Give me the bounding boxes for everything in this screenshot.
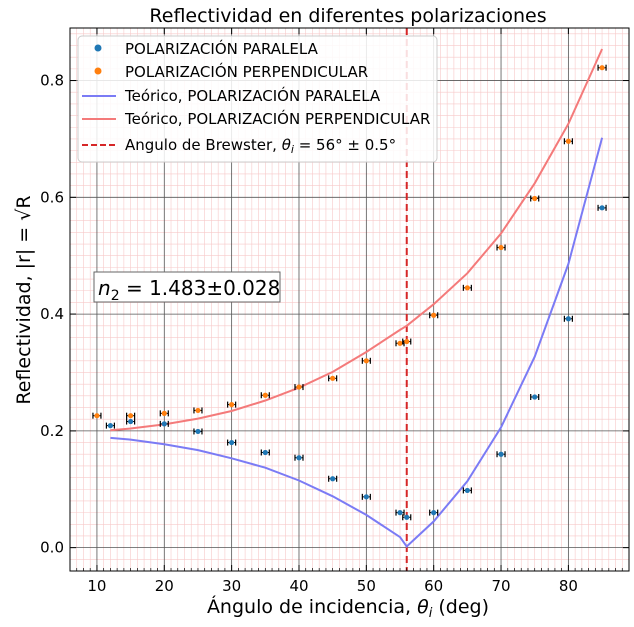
y-tick-label: 0.8 [40,72,64,90]
x-tick-label: 20 [155,577,174,595]
tick-labels: 10 20 30 40 50 60 70 80 0.0 0.2 0.4 0.6 0.8 [40,72,578,595]
data-point-parallel [565,316,571,322]
data-point-perpendicular [296,384,302,390]
x-tick-label: 30 [222,577,241,595]
data-point-parallel [532,394,538,400]
theory-line-parallel [110,137,604,549]
n2-symbol: n [98,276,111,300]
data-point-perpendicular [599,65,605,71]
data-point-parallel [431,510,437,516]
legend-box [77,35,438,163]
plot-frame [69,27,630,572]
data-point-parallel [404,514,410,520]
n2-annotation-text: n2 = 1.483±0.028 [98,276,280,304]
legend-brewster-value: = 56° ± 0.5° [294,136,396,154]
x-tick-label: 80 [559,577,578,595]
data-point-perpendicular [262,392,268,398]
data-point-perpendicular [431,312,437,318]
x-axis-label: Ángulo de incidencia, θi (deg) [207,595,489,621]
data-point-parallel [107,423,114,429]
data-point-parallel [397,510,403,516]
data-point-parallel [161,421,167,427]
data-point-perpendicular [229,401,235,408]
data-point-parallel [229,439,235,446]
data-point-perpendicular [330,375,336,381]
data-point-perpendicular [128,413,134,419]
data-point-parallel [296,455,302,461]
data-point-parallel [262,449,268,456]
data-point-perpendicular [532,195,538,202]
chart-title: Reflectividad en diferentes polarizacion… [149,5,546,27]
legend-label-theory-perpendicular: Teórico, POLARIZACIÓN PERPENDICULAR [124,109,430,128]
x-axis-label-main: Ángulo de incidencia, [207,595,417,618]
n2-annotation-box [93,271,281,303]
legend-label-parallel: POLARIZACIÓN PARALELA [125,39,319,58]
data-point-perpendicular [363,358,369,364]
data-point-parallel [330,476,336,482]
legend-label-perpendicular: POLARIZACIÓN PERPENDICULAR [125,62,368,81]
data-point-perpendicular [397,340,403,346]
y-tick-label: 0.0 [40,539,64,557]
n2-annotation: n2 = 1.483±0.028 [93,271,281,304]
data-point-perpendicular [94,413,100,419]
n2-subscript: 2 [111,288,120,304]
theory-lines [110,48,604,549]
data-point-parallel [498,451,504,457]
x-tick-label: 40 [289,577,308,595]
axis-ticks [69,28,630,571]
legend-label-theory-parallel: Teórico, POLARIZACIÓN PARALELA [124,86,381,105]
x-tick-label: 60 [424,577,443,595]
data-point-parallel [363,494,369,500]
y-tick-label: 0.4 [40,305,64,323]
x-axis-label-symbol: θ [417,596,429,618]
data-point-perpendicular [565,138,571,144]
n2-value: = 1.483±0.028 [120,276,281,300]
data-point-perpendicular [464,285,470,291]
y-tick-label: 0.2 [40,422,64,440]
theory-line-perpendicular [110,48,604,432]
data-point-perpendicular [498,244,504,251]
y-tick-label: 0.6 [40,188,64,206]
y-axis-label: Reflectividad, |r| = √R [13,195,35,404]
data-point-parallel [599,205,605,211]
data-points [92,64,607,521]
x-axis-label-unit: (deg) [432,596,489,618]
data-point-perpendicular [161,410,167,416]
legend-brewster-sub: i [291,143,294,156]
data-point-parallel [464,487,470,494]
x-tick-label: 70 [491,577,510,595]
data-point-perpendicular [404,338,410,345]
x-axis-label-sub: i [429,606,433,621]
legend-label-brewster: Angulo de Brewster, θi = 56° ± 0.5° [125,136,396,156]
legend-marker-parallel [94,44,102,52]
data-point-perpendicular [195,407,201,414]
legend-marker-perpendicular [94,67,102,75]
legend: POLARIZACIÓN PARALELA POLARIZACIÓN PERPE… [77,35,438,163]
data-point-parallel [195,428,201,435]
x-tick-label: 50 [357,577,376,595]
x-tick-label: 10 [87,577,106,595]
legend-brewster-prefix: Angulo de Brewster, [125,136,282,154]
data-point-parallel [128,418,134,425]
legend-brewster-symbol: θ [282,136,291,154]
